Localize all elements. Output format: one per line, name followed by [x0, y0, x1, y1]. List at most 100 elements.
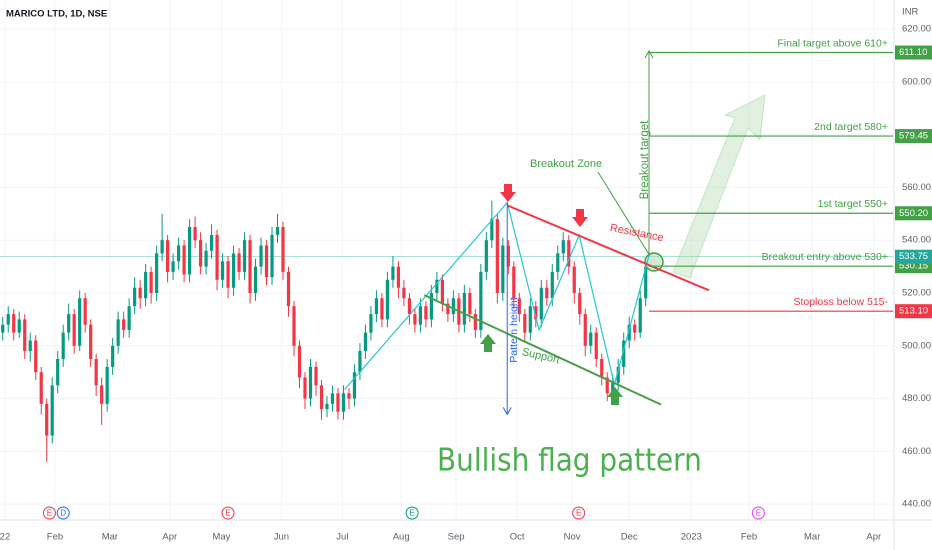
candle-body	[369, 314, 373, 333]
candle-body	[314, 366, 318, 386]
candle-body	[67, 314, 71, 333]
candle-body	[105, 366, 109, 404]
x-tick-label: Aug	[393, 532, 410, 543]
candle-body	[177, 245, 181, 262]
y-tick-label: 540.00	[902, 235, 931, 246]
candle-body	[171, 261, 175, 272]
candle-body	[166, 240, 170, 272]
candle-body	[402, 287, 406, 299]
x-tick-label: Dec	[621, 532, 638, 543]
price-badge-label: 530.15	[899, 261, 928, 272]
event-marker	[405, 506, 419, 520]
candle-body	[12, 314, 16, 333]
candle-body	[133, 287, 137, 307]
breakout-target-label: Breakout target	[639, 120, 651, 199]
event-label: E	[756, 509, 761, 518]
candle-body	[6, 314, 10, 325]
event-label: E	[409, 509, 414, 518]
candle-body	[34, 340, 38, 373]
pattern-height-arrow-head	[502, 407, 512, 416]
y-tick-label: 500.00	[902, 340, 931, 351]
candle-body	[616, 366, 620, 383]
candle-body	[83, 298, 87, 325]
candle-body	[187, 227, 192, 275]
candle-body	[144, 271, 148, 299]
x-tick-label: Mar	[102, 532, 118, 543]
candle-body	[638, 298, 642, 333]
candle-body	[215, 234, 219, 280]
candle-body	[242, 240, 247, 272]
candle-body	[490, 219, 494, 241]
y-tick-label: 600.00	[902, 76, 931, 87]
candle-body	[391, 266, 395, 280]
x-tick-label: 2023	[681, 532, 702, 543]
level-text: Final target above 610+	[777, 37, 888, 49]
candle-body	[501, 245, 505, 293]
candle-body	[374, 298, 379, 315]
candle-body	[446, 303, 450, 315]
candle-body	[407, 298, 412, 315]
support-line	[423, 294, 662, 406]
candle-body	[226, 261, 230, 288]
candle-body	[94, 358, 98, 386]
candle-body	[50, 385, 54, 436]
event-label: E	[47, 509, 52, 518]
candle-body	[600, 358, 604, 378]
candle-body	[462, 292, 466, 325]
candle-body	[633, 324, 637, 333]
candle-body	[484, 240, 488, 272]
pattern-height-label: Pattern height	[508, 297, 520, 362]
candle-body	[116, 319, 120, 346]
candle-body	[220, 261, 225, 280]
price-badge	[895, 206, 932, 221]
level-text: 2nd target 580+	[814, 121, 888, 133]
event-marker	[42, 506, 56, 520]
x-tick-label: Nov	[564, 532, 581, 543]
candle-body	[100, 385, 104, 404]
candle-body	[325, 403, 329, 410]
candle-body	[523, 314, 527, 333]
candle-body	[413, 314, 417, 325]
price-badge	[895, 249, 932, 264]
candle-body	[155, 253, 159, 293]
candle-body	[89, 324, 93, 359]
candle-body	[281, 227, 285, 272]
event-marker	[56, 506, 70, 520]
y-tick-label: 480.00	[902, 393, 931, 404]
x-tick-label: Apr	[162, 532, 177, 543]
candle-body	[297, 345, 302, 378]
candle-body	[111, 345, 115, 367]
headline: Bullish flag pattern	[437, 443, 702, 479]
candle-body	[138, 287, 142, 299]
candle-body	[248, 240, 252, 293]
price-badge	[895, 129, 932, 144]
candle-body	[572, 266, 576, 293]
price-badge-label: 550.20	[899, 208, 928, 219]
price-badge	[895, 45, 932, 60]
down-arrow	[572, 209, 588, 227]
candle-body	[347, 393, 351, 399]
event-label: D	[60, 509, 66, 518]
candle-body	[468, 292, 472, 315]
event-marker	[221, 506, 235, 520]
candle-body	[479, 271, 483, 330]
candle-body	[17, 319, 21, 333]
up-arrow	[480, 334, 496, 352]
candle-body	[78, 298, 82, 346]
x-tick-label: Oct	[510, 532, 525, 543]
candle-body	[545, 287, 549, 299]
projection-arrow	[672, 94, 766, 279]
candle-body	[534, 306, 538, 320]
candle-body	[380, 298, 384, 320]
level-text: 1st target 550+	[818, 198, 888, 210]
candle-body	[358, 351, 362, 373]
down-arrow	[500, 184, 516, 202]
candle-body	[627, 324, 631, 341]
breakout-zone-label: Breakout Zone	[530, 158, 602, 170]
level-text: Breakout entry above 530+	[762, 251, 888, 263]
candle-body	[561, 240, 565, 254]
candle-body	[451, 298, 455, 315]
x-tick-label: Jun	[274, 532, 289, 543]
candle-body	[385, 279, 390, 320]
